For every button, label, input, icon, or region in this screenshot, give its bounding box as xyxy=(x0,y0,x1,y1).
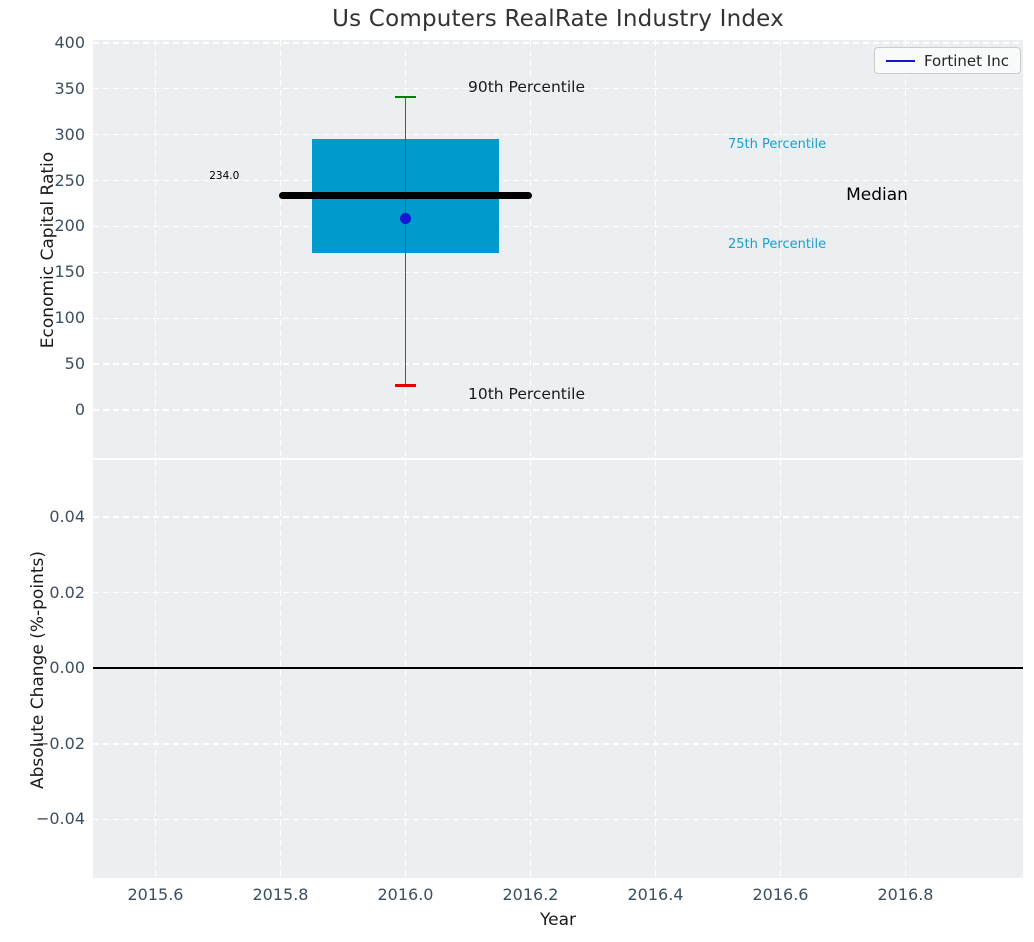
y-tick-label: 0.00 xyxy=(49,658,85,678)
whisker-line xyxy=(404,96,407,386)
x-tick-label: 2015.6 xyxy=(127,885,184,904)
annotation-234-0: 234.0 xyxy=(209,170,240,183)
y-tick-label: 150 xyxy=(54,262,85,282)
vertical-gridline xyxy=(779,460,782,878)
annotation-10th-percentile: 10th Percentile xyxy=(468,385,586,403)
x-tick-label: 2016.8 xyxy=(877,885,934,904)
legend-entry-label: Fortinet Inc xyxy=(923,51,1009,70)
x-tick-label: 2016.6 xyxy=(752,885,809,904)
y-tick-label: 0 xyxy=(74,400,85,420)
y-tick-label: 350 xyxy=(54,78,85,98)
top-axes-panel xyxy=(93,40,1023,458)
horizontal-gridline xyxy=(93,743,1023,745)
y-tick-label: 0.02 xyxy=(49,582,85,602)
x-axis-label: Year xyxy=(540,910,576,930)
horizontal-gridline xyxy=(93,87,1023,90)
horizontal-gridline xyxy=(93,41,1023,44)
x-tick-label: 2016.0 xyxy=(377,885,434,904)
horizontal-gridline xyxy=(93,225,1023,228)
vertical-gridline xyxy=(779,40,782,458)
vertical-gridline xyxy=(654,40,657,458)
annotation-median: Median xyxy=(846,184,908,205)
y-axis-label-top: Economic Capital Ratio xyxy=(38,151,58,349)
page-title: Us Computers RealRate Industry Index xyxy=(332,6,784,32)
vertical-gridline xyxy=(654,460,657,878)
horizontal-gridline xyxy=(93,179,1023,182)
annotation-75th-percentile: 75th Percentile xyxy=(728,136,827,152)
zero-line xyxy=(93,667,1023,669)
y-tick-label: 200 xyxy=(54,216,85,236)
y-tick-label: 250 xyxy=(54,170,85,190)
vertical-gridline xyxy=(529,40,532,458)
y-tick-label: −0.02 xyxy=(35,733,85,753)
horizontal-gridline xyxy=(93,591,1023,594)
whisker-cap-90th xyxy=(394,95,417,99)
vertical-gridline xyxy=(154,40,157,458)
y-tick-label: 0.04 xyxy=(49,507,85,527)
x-tick-label: 2016.2 xyxy=(502,885,559,904)
y-tick-label: −0.04 xyxy=(35,809,85,829)
horizontal-gridline xyxy=(93,133,1023,136)
horizontal-gridline xyxy=(93,271,1023,274)
x-tick-label: 2015.8 xyxy=(252,885,309,904)
vertical-gridline xyxy=(279,460,282,878)
vertical-gridline xyxy=(904,460,907,878)
annotation-25th-percentile: 25th Percentile xyxy=(728,236,827,252)
median-line xyxy=(278,191,533,199)
y-tick-label: 400 xyxy=(54,32,85,52)
horizontal-gridline xyxy=(93,363,1023,366)
vertical-gridline xyxy=(404,460,407,878)
vertical-gridline xyxy=(154,460,157,878)
horizontal-gridline xyxy=(93,516,1023,518)
vertical-gridline xyxy=(279,40,282,458)
annotation-90th-percentile: 90th Percentile xyxy=(468,78,586,97)
company-point xyxy=(400,212,411,224)
vertical-gridline xyxy=(904,40,907,458)
y-tick-label: 300 xyxy=(54,124,85,144)
horizontal-gridline xyxy=(93,409,1023,412)
vertical-gridline xyxy=(529,460,532,878)
y-tick-label: 100 xyxy=(54,308,85,328)
y-tick-label: 50 xyxy=(64,354,85,374)
y-axis-label-bottom: Absolute Change (%-points) xyxy=(28,551,48,789)
x-tick-label: 2016.4 xyxy=(627,885,684,904)
horizontal-gridline xyxy=(93,317,1023,320)
whisker-cap-10th xyxy=(394,384,417,387)
legend-line-icon xyxy=(885,59,915,62)
legend: Fortinet Inc xyxy=(873,47,1021,74)
horizontal-gridline xyxy=(93,818,1023,821)
